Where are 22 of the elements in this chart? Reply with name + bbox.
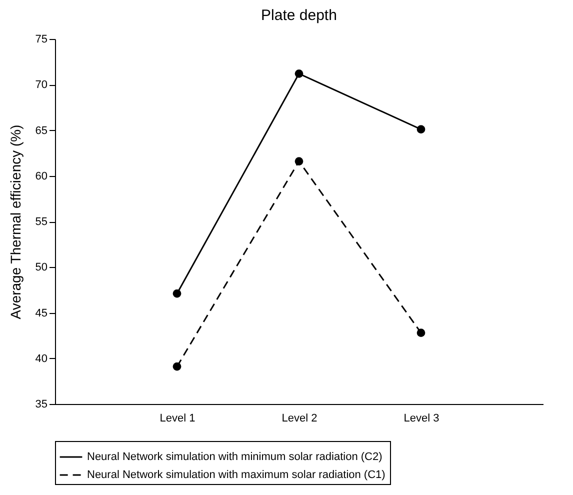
legend-label: Neural Network simulation with maximum solar radiation (C1) [87,469,386,481]
point [294,157,304,166]
y-tick-label: 60 [35,170,48,182]
point [416,328,426,337]
y-tick-label: 55 [35,216,48,228]
chart-title: Plate depth [261,7,337,24]
legend-label: Neural Network simulation with minimum solar radiation (C2) [87,451,382,463]
y-tick-label: 40 [35,352,48,365]
y-tick-label: 45 [35,307,48,320]
x-tick-label: Level 1 [160,412,196,424]
point [294,70,304,78]
point [416,125,426,134]
y-axis-title: Average Thermal efficiency (%) [7,124,24,320]
y-tick-label: 65 [35,124,48,137]
x-tick-label: Level 3 [404,412,440,424]
y-tick-label: 50 [35,262,48,274]
point [172,289,182,298]
y-tick-label: 70 [35,79,48,92]
y-tick-label: 35 [35,398,48,410]
x-tick-label: Level 2 [282,412,318,424]
point [172,362,182,371]
y-tick-label: 75 [35,34,48,46]
